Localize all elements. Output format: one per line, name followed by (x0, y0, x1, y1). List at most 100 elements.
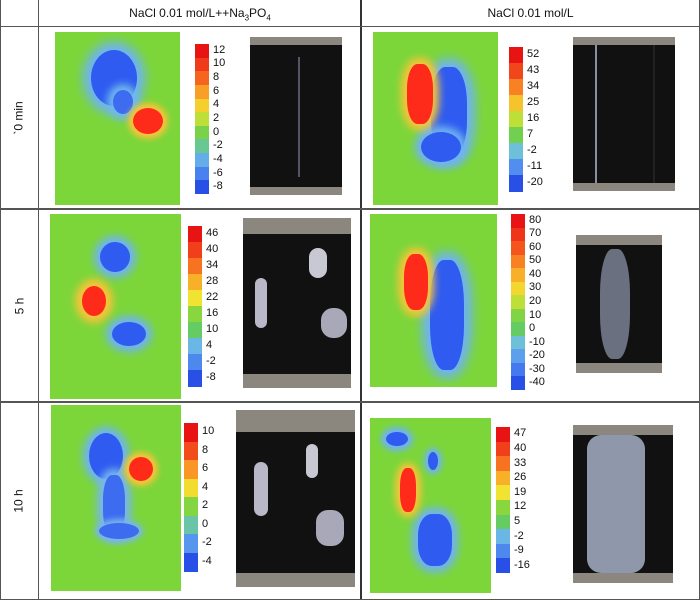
color-scale-segment (195, 44, 209, 59)
color-scale-segment (509, 159, 523, 176)
anodic-region (129, 457, 153, 481)
color-scale-tick-label: 33 (514, 456, 527, 469)
specimen-photo (250, 37, 342, 195)
color-scale-segment (509, 63, 523, 80)
specimen-photo (243, 218, 351, 388)
color-scale-segment (511, 335, 525, 350)
color-scale-tick-label: 20 (529, 295, 542, 307)
color-scale-tick-label: 40 (206, 243, 219, 255)
color-scale-tick-label: 6 (213, 84, 220, 97)
color-scale-tick-label: 16 (206, 307, 219, 319)
anodic-region (133, 108, 163, 134)
color-scale-segment (195, 57, 209, 72)
color-scale-segment (184, 441, 198, 461)
color-scale-tick-label: 2 (202, 499, 209, 512)
color-scale-segment (496, 500, 510, 516)
color-scale-segment (184, 515, 198, 535)
color-scale-tick-label: 4 (213, 98, 220, 111)
color-scale-tick-label: 0 (213, 125, 220, 138)
color-scale-segment (188, 338, 202, 355)
anodic-region (82, 286, 106, 316)
color-scale-tick-label: 4 (202, 480, 209, 493)
color-scale-tick-label: -4 (202, 554, 212, 567)
color-scale-tick-label: -2 (213, 139, 223, 152)
color-scale-tick-label: -20 (527, 176, 543, 188)
color-scale-segment (188, 370, 202, 387)
color-scale-tick-label: 12 (213, 43, 226, 56)
cathodic-region (99, 523, 139, 539)
color-scale-segment (188, 226, 202, 243)
color-scale-tick-label: -6 (213, 166, 223, 179)
cathodic-region (418, 514, 452, 566)
color-scale-segment (184, 423, 198, 442)
anodic-region (404, 254, 428, 310)
color-scale-segment (184, 552, 198, 572)
anodic-region (407, 64, 433, 124)
color-scale-segment (511, 227, 525, 242)
color-scale-tick-label: -8 (206, 371, 216, 383)
color-scale-tick-label: 30 (529, 281, 542, 294)
cathodic-region (89, 433, 123, 479)
column-header-left: NaCl 0.01 mol/L++Na3PO4 (129, 6, 271, 23)
color-scale: 52 43 34 25 16 7 -2 -11 -20 (509, 47, 543, 192)
color-scale-segment (184, 534, 198, 553)
color-scale-segment (496, 456, 510, 472)
potential-map (51, 405, 181, 591)
color-scale-segment (195, 84, 209, 100)
color-scale-tick-label: -2 (206, 355, 216, 367)
cathodic-region (428, 452, 438, 470)
color-scale-tick-label: 80 (529, 213, 542, 226)
color-scale-tick-label: -30 (529, 362, 545, 375)
specimen-photo (236, 410, 355, 587)
color-scale-segment (188, 306, 202, 323)
cathodic-region (113, 90, 133, 114)
color-scale-segment (496, 470, 510, 486)
color-scale-segment (511, 322, 525, 337)
color-scale-segment (496, 441, 510, 457)
cathodic-region (421, 132, 461, 162)
specimen-photo (573, 37, 675, 191)
color-scale-tick-label: 8 (213, 71, 220, 84)
color-scale-segment (511, 376, 525, 391)
color-scale-segment (188, 290, 202, 307)
cathodic-region (112, 322, 146, 346)
potential-map (370, 418, 491, 593)
color-scale-tick-label: 16 (527, 112, 540, 124)
potential-map (50, 214, 181, 399)
color-scale-tick-label: -16 (514, 558, 530, 571)
grid-line (360, 0, 362, 600)
color-scale-segment (511, 349, 525, 364)
color-scale-tick-label: 10 (206, 323, 219, 335)
color-scale-segment (509, 127, 523, 144)
color-scale-tick-label: 0 (529, 322, 536, 335)
potential-map (370, 214, 497, 387)
color-scale: 12 10 8 6 4 2 0 -2 -4 -6 -8 (195, 44, 225, 195)
color-scale-segment (195, 180, 209, 195)
color-scale-tick-label: 46 (206, 227, 219, 239)
color-scale-segment (511, 254, 525, 269)
color-scale-tick-label: -11 (527, 160, 543, 172)
color-scale-tick-label: 34 (206, 259, 219, 271)
grid-line (38, 0, 39, 600)
color-scale-segment (184, 478, 198, 498)
grid-line (0, 0, 1, 600)
color-scale: 46 40 34 28 22 16 10 4 -2 -8 (188, 226, 218, 387)
color-scale-tick-label: 26 (514, 471, 527, 484)
color-scale-tick-label: 12 (514, 500, 527, 513)
color-scale-segment (188, 242, 202, 259)
color-scale-segment (188, 354, 202, 371)
color-scale-segment (511, 308, 525, 323)
cathodic-region (430, 260, 464, 370)
color-scale-tick-label: 19 (514, 485, 527, 498)
color-scale-segment (496, 514, 510, 530)
color-scale-segment (188, 322, 202, 339)
color-scale-segment (509, 79, 523, 96)
color-scale-tick-label: -10 (529, 335, 545, 348)
color-scale-tick-label: 2 (213, 112, 220, 124)
row-label-0min: `0 min (12, 100, 26, 135)
cathodic-region (386, 432, 408, 446)
color-scale-segment (195, 98, 209, 113)
color-scale-segment (195, 139, 209, 154)
color-scale-tick-label: 8 (202, 443, 209, 456)
